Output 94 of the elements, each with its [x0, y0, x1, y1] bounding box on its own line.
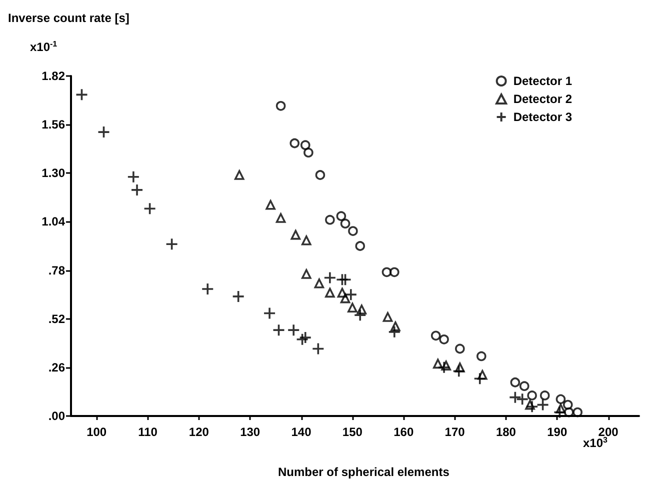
point [315, 170, 326, 180]
y-tick-label: .78 [48, 263, 66, 278]
point [553, 406, 566, 419]
point [439, 334, 449, 344]
point [510, 377, 520, 388]
point [355, 241, 366, 251]
point [314, 278, 324, 288]
point [356, 304, 367, 314]
x-tick-label: 170 [444, 425, 466, 439]
point [290, 230, 301, 240]
point [165, 238, 178, 251]
point [130, 184, 144, 196]
x-tick-label: 110 [138, 425, 158, 439]
point [344, 288, 358, 301]
point [296, 333, 309, 346]
point [340, 293, 350, 304]
point [508, 390, 522, 404]
point [304, 148, 314, 158]
point [300, 140, 310, 150]
x-tick-label: 180 [496, 425, 516, 439]
point [516, 392, 529, 406]
legend-label: Detector 3 [513, 110, 572, 124]
point [441, 360, 451, 370]
y-axis-title: Inverse count rate [s] [8, 11, 130, 25]
x-tick-label: 140 [291, 425, 312, 439]
point [337, 288, 348, 298]
point [540, 390, 550, 400]
y-tick-label: .52 [48, 312, 66, 326]
point [324, 271, 336, 284]
point [266, 200, 276, 210]
legend-label: Detector 1 [513, 74, 572, 88]
point [143, 202, 156, 216]
point [390, 321, 400, 332]
point [455, 362, 465, 372]
point [527, 390, 537, 400]
point [438, 361, 450, 374]
y-tick-label: 1.30 [42, 166, 66, 180]
point [127, 170, 140, 184]
point [562, 400, 573, 410]
x-tick-label: 130 [240, 425, 260, 439]
x-tick-label: 160 [394, 425, 414, 439]
point [290, 138, 300, 148]
y-tick-label: 1.04 [42, 214, 66, 229]
point [301, 269, 312, 279]
point [287, 324, 300, 336]
point [430, 330, 441, 341]
point [348, 302, 358, 313]
y-tick-label: .00 [48, 409, 66, 423]
point [312, 342, 325, 356]
point [564, 407, 574, 418]
point [325, 288, 335, 298]
point [526, 400, 538, 414]
point [263, 306, 276, 320]
point [234, 170, 244, 180]
point [536, 398, 550, 412]
point [325, 214, 335, 225]
point [232, 290, 245, 303]
x-axis-title: Number of spherical elements [278, 465, 450, 479]
point [338, 273, 352, 286]
point [473, 372, 486, 386]
point [301, 235, 312, 246]
point [476, 351, 486, 362]
point [572, 407, 582, 418]
point [432, 358, 443, 369]
point [298, 331, 312, 344]
x-tick-label: 190 [547, 425, 568, 439]
point [382, 267, 392, 278]
point [388, 326, 401, 338]
point [455, 344, 465, 354]
x-tick-label: 150 [342, 425, 363, 439]
point [354, 308, 367, 322]
x-tick-label: 120 [188, 425, 210, 439]
point [382, 312, 393, 322]
y-tick-label: .26 [48, 360, 66, 374]
point [556, 394, 566, 404]
point [97, 126, 110, 138]
point [276, 213, 286, 223]
point [390, 267, 400, 278]
point [525, 400, 535, 410]
x-tick-label: 100 [86, 425, 107, 439]
point [75, 88, 88, 102]
point [478, 370, 488, 380]
y-tick-label: 1.82 [42, 69, 66, 83]
point [519, 381, 530, 392]
point [272, 324, 286, 336]
legend-label: Detector 2 [513, 92, 572, 106]
y-tick-label: 1.56 [42, 118, 66, 132]
point [348, 226, 358, 236]
point [340, 218, 350, 228]
point [452, 364, 466, 378]
point [276, 100, 286, 111]
point [201, 282, 214, 296]
point [556, 404, 566, 414]
point [336, 211, 346, 222]
